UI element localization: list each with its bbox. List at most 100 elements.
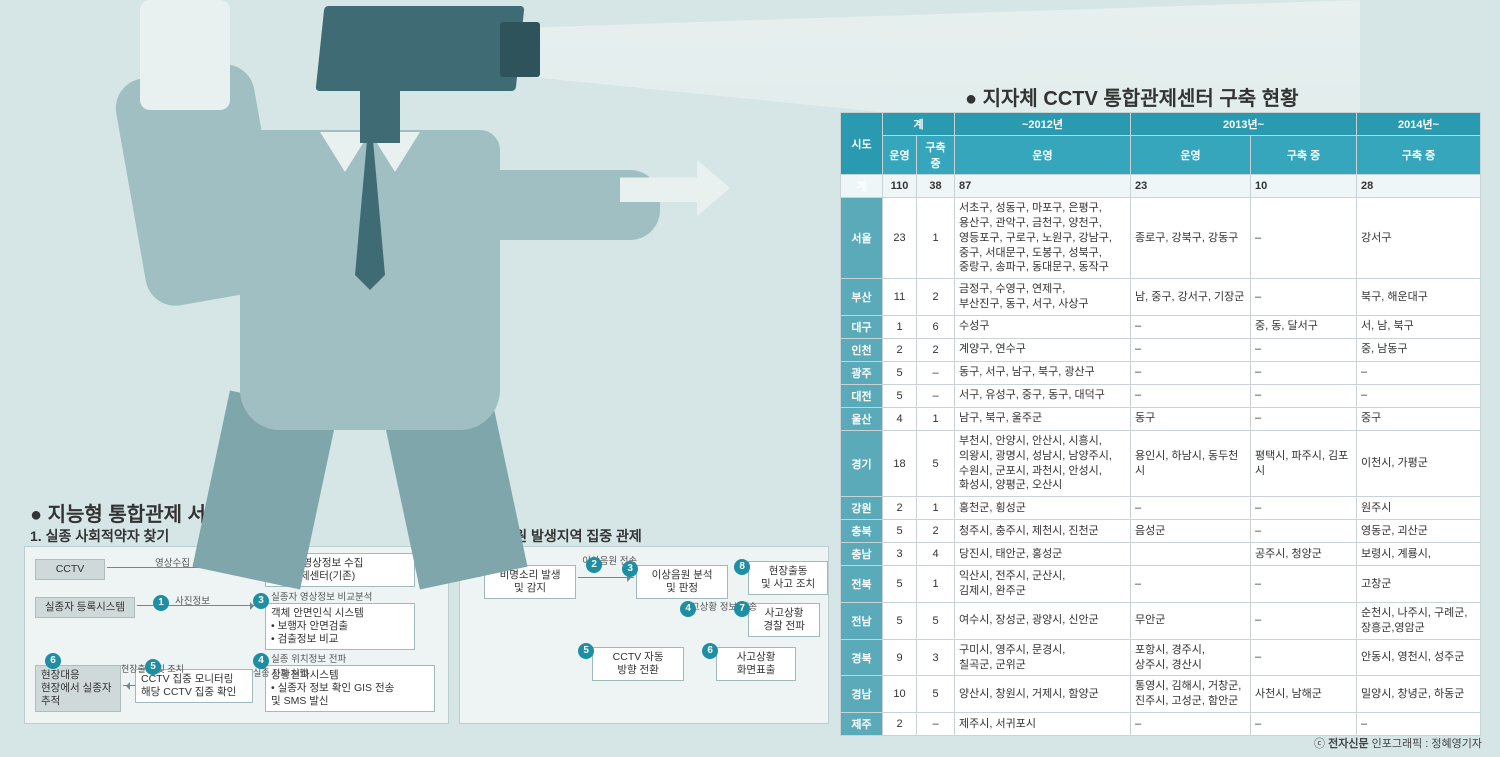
cell: 포항시, 경주시, 상주시, 경산시 [1131, 639, 1251, 676]
table-row: 전북51익산시, 전주시, 군산시, 김제시, 완주군––고창군 [841, 566, 1481, 603]
cell: – [1251, 279, 1357, 316]
flow2-node-display: 사고상황 화면표출 [716, 647, 796, 681]
cell: 10 [883, 676, 917, 713]
th-2012: ~2012년 [955, 113, 1131, 136]
cell: 1 [917, 198, 955, 279]
table-row: 울산41남구, 북구, 울주군동구–중구 [841, 407, 1481, 430]
flow1-lbl-photo: 사진정보 [175, 593, 210, 607]
cell: 2 [917, 338, 955, 361]
cell: – [1251, 602, 1357, 639]
row-sido: 광주 [841, 361, 883, 384]
cell: 안동시, 영천시, 성주군 [1357, 639, 1481, 676]
cell: 동구 [1131, 407, 1251, 430]
cell: 계양구, 연수구 [955, 338, 1131, 361]
cell: – [1357, 713, 1481, 736]
cell: 5 [883, 602, 917, 639]
flow2-badge-5: 5 [578, 643, 594, 659]
cell: – [917, 361, 955, 384]
cell: 서구, 유성구, 중구, 동구, 대덕구 [955, 384, 1131, 407]
cell: 1 [917, 497, 955, 520]
cell: 18 [883, 430, 917, 496]
cell: 38 [917, 175, 955, 198]
cell: 북구, 해운대구 [1357, 279, 1481, 316]
th-2013: 2013년~ [1131, 113, 1357, 136]
cell: 4 [883, 407, 917, 430]
cell: 종로구, 강북구, 강동구 [1131, 198, 1251, 279]
table-row: 광주5–동구, 서구, 남구, 북구, 광산구––– [841, 361, 1481, 384]
cell: – [1251, 566, 1357, 603]
flow1-badge-5: 5 [145, 659, 161, 675]
th-2012-op: 운영 [955, 136, 1131, 175]
cell: 영동군, 괴산군 [1357, 520, 1481, 543]
cell: 4 [917, 543, 955, 566]
cell: 용인시, 하남시, 동두천시 [1131, 430, 1251, 496]
row-sido: 제주 [841, 713, 883, 736]
table-row: 강원21홍천군, 횡성군––원주시 [841, 497, 1481, 520]
table-row: 인천22계양구, 연수구––중, 남동구 [841, 338, 1481, 361]
row-sido: 충남 [841, 543, 883, 566]
th-2013-build: 구축 중 [1251, 136, 1357, 175]
cell: 금정구, 수영구, 연제구, 부산진구, 동구, 서구, 사상구 [955, 279, 1131, 316]
row-sido: 서울 [841, 198, 883, 279]
cell: 5 [917, 602, 955, 639]
flow2-badge-3: 3 [622, 561, 638, 577]
flow2-node-police: 사고상황 경찰 전파 [748, 603, 820, 637]
cell: 2 [917, 520, 955, 543]
cell: 보령시, 계룡시, [1357, 543, 1481, 566]
cell: 남, 중구, 강서구, 기장군 [1131, 279, 1251, 316]
flow1-badge-1: 1 [153, 595, 169, 611]
cell: 1 [883, 315, 917, 338]
cell: 중, 동, 달서구 [1251, 315, 1357, 338]
cell: 양산시, 창원시, 거제시, 함양군 [955, 676, 1131, 713]
cell: – [1131, 361, 1251, 384]
cell: 중구 [1357, 407, 1481, 430]
cell: 부천시, 안양시, 안산시, 시흥시, 의왕시, 광명시, 성남시, 남양주시,… [955, 430, 1131, 496]
cell: – [1131, 713, 1251, 736]
th-2013-op: 운영 [1131, 136, 1251, 175]
table-body: 계1103887231028서울231서초구, 성동구, 마포구, 은평구, 용… [841, 175, 1481, 736]
cell: 5 [883, 520, 917, 543]
cell: 1 [917, 407, 955, 430]
cell: 2 [883, 497, 917, 520]
table-title: ● 지자체 CCTV 통합관제센터 구축 현황 [965, 82, 1299, 111]
cell: 수성구 [955, 315, 1131, 338]
cell: 청주시, 충주시, 제천시, 진천군 [955, 520, 1131, 543]
status-table-el: 시도 계 ~2012년 2013년~ 2014년~ 운영 구축 중 운영 운영 … [840, 112, 1481, 736]
cell: 5 [917, 676, 955, 713]
flow1-badge-3: 3 [253, 593, 269, 609]
cell: 2 [883, 713, 917, 736]
flow1-badge-4: 4 [253, 653, 269, 669]
cctv-figure [60, 0, 580, 560]
row-sido: 부산 [841, 279, 883, 316]
flow1-node-face: 객체 안면인식 시스템 • 보행자 안면검출 • 검출정보 비교 [265, 603, 415, 650]
cell: 10 [1251, 175, 1357, 198]
row-sido: 대전 [841, 384, 883, 407]
flow2-node-analyze: 이상음원 분석 및 판정 [636, 565, 728, 599]
cell: 9 [883, 639, 917, 676]
row-sido: 충북 [841, 520, 883, 543]
cell: 28 [1357, 175, 1481, 198]
row-sido: 경남 [841, 676, 883, 713]
row-sido: 인천 [841, 338, 883, 361]
credit-line: ⓒ 전자신문 인포그래픽 : 정혜영기자 [1314, 735, 1482, 751]
credit-text: 인포그래픽 : 정혜영기자 [1369, 738, 1482, 750]
cell: – [1251, 639, 1357, 676]
cell: 23 [1131, 175, 1251, 198]
row-sido: 경기 [841, 430, 883, 496]
flow2-badge-7: 7 [734, 601, 750, 617]
cell: 제주시, 서귀포시 [955, 713, 1131, 736]
th-total-op: 운영 [883, 136, 917, 175]
cell: 익산시, 전주시, 군산시, 김제시, 완주군 [955, 566, 1131, 603]
cell: 5 [883, 566, 917, 603]
table-row: 경기185부천시, 안양시, 안산시, 시흥시, 의왕시, 광명시, 성남시, … [841, 430, 1481, 496]
table-row: 대구16수성구–중, 동, 달서구서, 남, 북구 [841, 315, 1481, 338]
row-sido: 대구 [841, 315, 883, 338]
flow2-badge-4: 4 [680, 601, 696, 617]
cell: – [1251, 198, 1357, 279]
row-sido: 경북 [841, 639, 883, 676]
row-sido: 전북 [841, 566, 883, 603]
flow2-badge-2: 2 [586, 557, 602, 573]
th-total: 계 [883, 113, 955, 136]
cell: 원주시 [1357, 497, 1481, 520]
cell: 홍천군, 횡성군 [955, 497, 1131, 520]
